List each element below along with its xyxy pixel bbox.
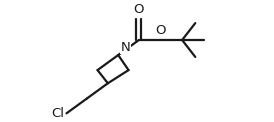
- Text: O: O: [155, 24, 166, 37]
- Text: N: N: [121, 41, 130, 54]
- Text: Cl: Cl: [51, 107, 64, 120]
- Text: O: O: [134, 3, 144, 16]
